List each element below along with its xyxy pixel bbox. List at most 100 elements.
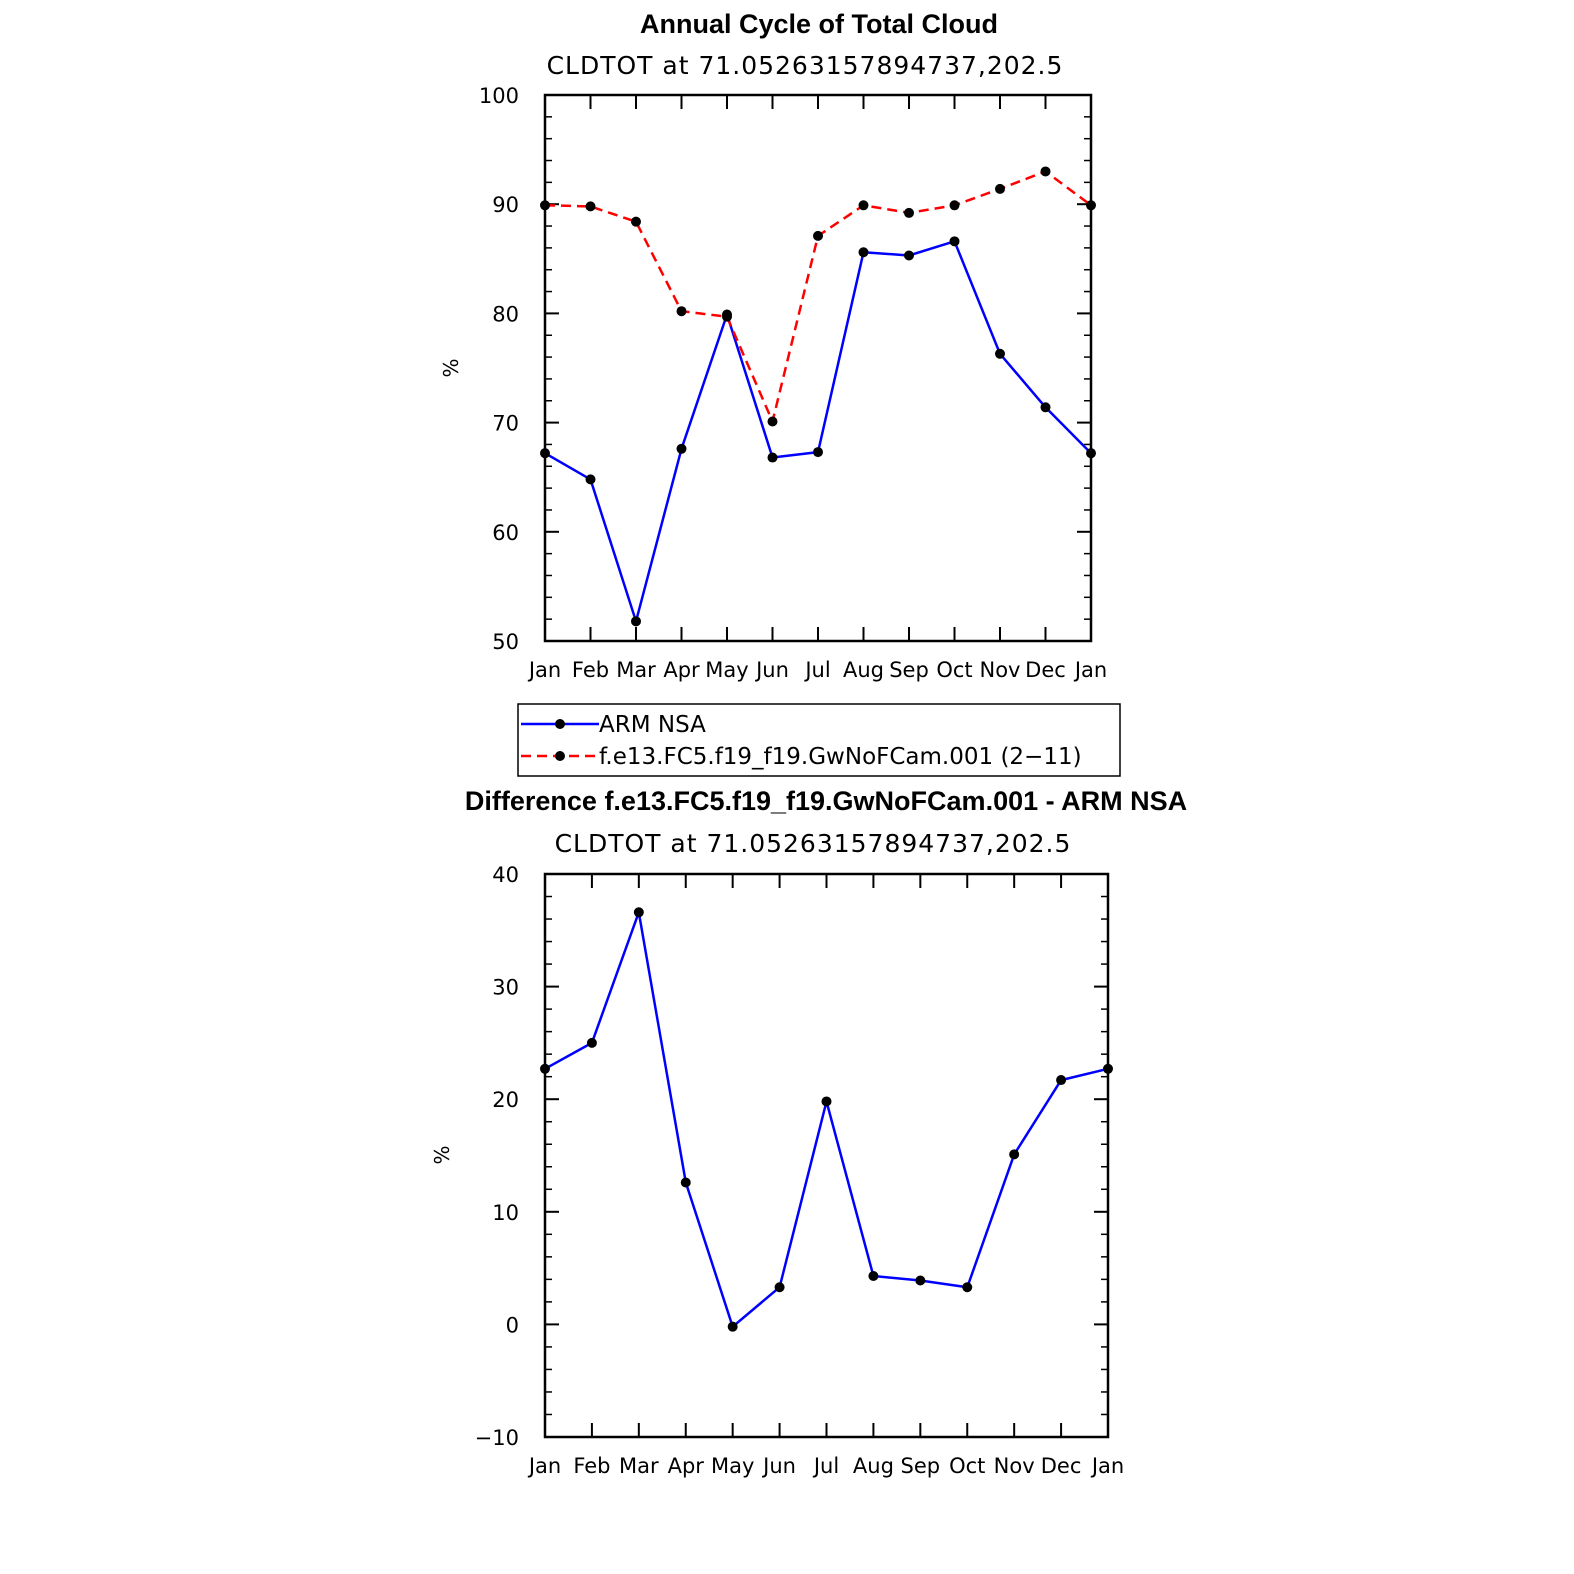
data-point [676, 443, 687, 454]
chart-1-subtitle: CLDTOT at 71.05263157894737,202.5 [547, 51, 1064, 80]
series-line-1 [544, 911, 1109, 1328]
legend-entry-arm-nsa: ARM NSA [521, 712, 706, 738]
chart-1-ylabel: % [439, 358, 463, 377]
data-point [1040, 402, 1051, 413]
data-point [767, 452, 778, 463]
y-tick-label: −10 [475, 1426, 519, 1450]
chart-2-title: Difference f.e13.FC5.f19_f19.GwNoFCam.00… [465, 786, 1187, 816]
x-tick-label: Feb [573, 1454, 610, 1478]
y-tick-label: 0 [506, 1313, 519, 1337]
data-point [722, 311, 732, 322]
chart-1-frame [543, 93, 1093, 643]
x-tick-label: Aug [853, 1454, 894, 1478]
y-tick-label: 10 [492, 1201, 519, 1225]
x-tick-label: Nov [994, 1454, 1035, 1478]
data-point [904, 207, 914, 218]
data-point [858, 247, 869, 258]
x-tick-label: Aug [843, 658, 884, 682]
x-tick-label: Nov [980, 658, 1021, 682]
chart-1-plot: Jan Feb Mar Apr May Jun Jul Aug Sep Oct Nov Dec Jan 5… [479, 84, 1107, 682]
legend-entry-model: f.e13.FC5.f19_f19.GwNoFCam.001 (2−11) [521, 744, 1082, 770]
data-point [727, 1321, 738, 1332]
chart-panel-2: Difference f.e13.FC5.f19_f19.GwNoFCam.00… [430, 786, 1187, 1478]
data-point [962, 1282, 973, 1293]
data-point [949, 200, 960, 211]
chart-2-frame [543, 872, 1110, 1439]
x-tick-label: Dec [1025, 658, 1066, 682]
y-tick-label: 80 [492, 302, 519, 326]
chart-2-ylabel: % [430, 1145, 454, 1164]
series-line-1 [544, 240, 1092, 623]
data-point [1056, 1075, 1067, 1086]
x-tick-label: Jan [1073, 658, 1107, 682]
x-tick-label: Sep [889, 658, 929, 682]
y-tick-label: 100 [479, 84, 519, 108]
legend-label-arm-nsa: ARM NSA [599, 712, 706, 738]
x-tick-label: Mar [616, 658, 656, 682]
legend-marker-model [555, 751, 565, 761]
chart-1-title: Annual Cycle of Total Cloud [640, 9, 998, 39]
data-point [1040, 166, 1051, 177]
y-tick-label: 30 [492, 976, 519, 1000]
data-point [995, 348, 1005, 359]
x-tick-label: May [705, 658, 748, 682]
data-point [585, 201, 596, 212]
legend: ARM NSA f.e13.FC5.f19_f19.GwNoFCam.001 (… [517, 703, 1121, 777]
data-point [767, 416, 778, 427]
legend-marker-arm-nsa [555, 719, 565, 729]
x-tick-label: Jan [1090, 1454, 1124, 1478]
data-point [995, 183, 1005, 194]
data-point [586, 1037, 597, 1048]
y-tick-label: 50 [492, 630, 519, 654]
data-point [1009, 1149, 1020, 1160]
chart-panel-1: Annual Cycle of Total Cloud CLDTOT at 71… [439, 9, 1107, 682]
data-point [540, 200, 550, 211]
x-tick-label: Mar [619, 1454, 659, 1478]
data-point [1086, 448, 1096, 459]
data-point [631, 216, 641, 227]
x-tick-label: May [711, 1454, 754, 1478]
y-tick-label: 40 [492, 863, 519, 887]
series-line-2 [544, 170, 1092, 423]
chart-2-subtitle: CLDTOT at 71.05263157894737,202.5 [555, 829, 1072, 858]
x-tick-label: Jan [527, 658, 561, 682]
data-point [633, 907, 644, 918]
data-point [1086, 200, 1096, 211]
data-point [774, 1282, 785, 1293]
data-point [680, 1177, 691, 1188]
x-tick-label: Jun [761, 1454, 796, 1478]
x-tick-label: Dec [1041, 1454, 1082, 1478]
x-tick-label: Jul [812, 1454, 839, 1478]
y-tick-label: 20 [492, 1088, 519, 1112]
data-point [676, 306, 687, 317]
data-point [585, 474, 596, 485]
x-tick-label: Oct [936, 658, 972, 682]
data-point [915, 1275, 926, 1286]
data-point [631, 616, 641, 627]
data-point [904, 250, 914, 261]
legend-box [517, 703, 1121, 777]
x-tick-label: Jul [803, 658, 830, 682]
data-point [858, 200, 869, 211]
data-point [540, 448, 550, 459]
data-point [813, 447, 823, 458]
data-point [540, 1063, 550, 1074]
y-tick-label: 90 [492, 193, 519, 217]
x-tick-label: Oct [949, 1454, 985, 1478]
x-tick-label: Apr [668, 1454, 705, 1478]
data-point [821, 1096, 832, 1107]
data-point [868, 1270, 879, 1281]
y-tick-label: 70 [492, 412, 519, 436]
x-tick-label: Sep [901, 1454, 941, 1478]
y-tick-label: 60 [492, 521, 519, 545]
x-tick-label: Jun [754, 658, 789, 682]
legend-label-model: f.e13.FC5.f19_f19.GwNoFCam.001 (2−11) [599, 744, 1082, 770]
x-tick-label: Apr [663, 658, 700, 682]
x-tick-label: Jan [527, 1454, 561, 1478]
data-point [813, 230, 823, 241]
chart-2-plot: Jan Feb Mar Apr May Jun Jul Aug Sep Oct Nov Dec Jan−… [475, 863, 1125, 1478]
data-point [949, 236, 960, 247]
data-point [1103, 1063, 1113, 1074]
x-tick-label: Feb [572, 658, 609, 682]
